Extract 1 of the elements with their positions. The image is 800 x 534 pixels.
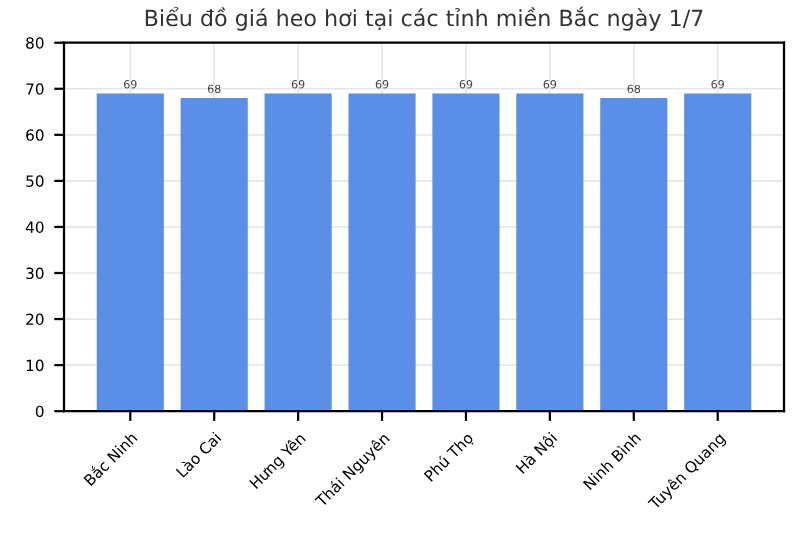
- chart-title: Biểu đồ giá heo hơi tại các tỉnh miền Bắc ngày 1/7: [145, 6, 703, 31]
